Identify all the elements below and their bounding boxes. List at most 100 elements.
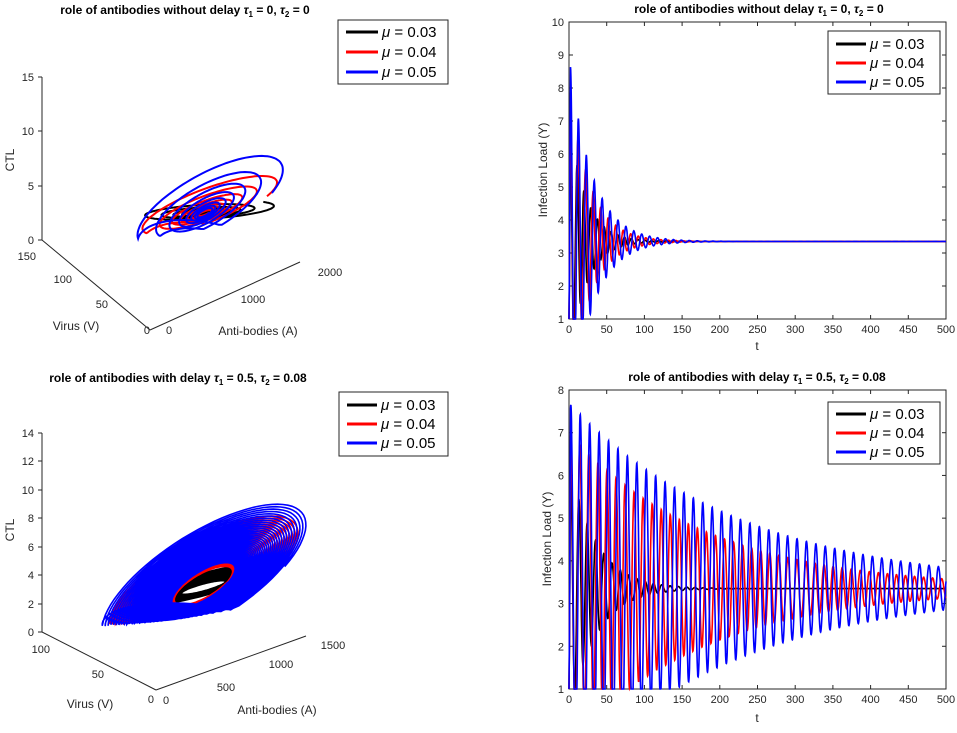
panel-a-xtick: 0 (166, 325, 172, 337)
panel-b-xlabel: t (755, 339, 759, 353)
x-tick-label: 100 (635, 324, 653, 336)
panel-d-title: role of antibodies with delay τ1 = 0.5, … (628, 370, 886, 386)
panel-d-ylabel: Infection Load (Y) (540, 492, 554, 587)
y-tick-label: 7 (558, 116, 564, 128)
x-tick-label: 400 (861, 694, 879, 706)
x-tick-label: 500 (937, 694, 955, 706)
panel-c-xtick: 1500 (321, 640, 345, 652)
panel-b: role of antibodies without delay τ1 = 0,… (536, 2, 955, 353)
panel-a-ytick: 100 (54, 274, 72, 286)
panel-a-legend: μ = 0.03 μ = 0.04 μ = 0.05 (337, 19, 449, 85)
panel-d: role of antibodies with delay τ1 = 0.5, … (540, 370, 955, 725)
panel-a-ztick: 15 (22, 72, 34, 84)
x-tick-label: 0 (566, 694, 572, 706)
y-tick-label: 3 (558, 248, 564, 260)
panel-c-xtick: 1000 (269, 659, 293, 671)
legend-label-mu-005: μ = 0.05 (380, 435, 436, 452)
panel-c-plot (101, 503, 307, 627)
panel-b-ticks: 0 50 100 150 200 250 300 350 400 450 500 1 2 3 4 5 6 7 8 9 1… (552, 17, 955, 336)
legend-label-mu-005: μ = 0.05 (381, 64, 437, 81)
legend-label-mu-004: μ = 0.04 (380, 416, 436, 433)
panel-c-xtick: 0 (163, 695, 169, 707)
panel-d-xlabel: t (755, 711, 759, 725)
x-tick-label: 0 (566, 324, 572, 336)
x-tick-label: 300 (786, 694, 804, 706)
y-tick-label: 5 (558, 182, 564, 194)
panel-a-ytick: 0 (144, 325, 150, 337)
panel-c-ytick: 0 (148, 694, 154, 706)
legend-label-mu-003: μ = 0.03 (381, 24, 437, 41)
panel-c-legend: μ = 0.03 μ = 0.04 μ = 0.05 (338, 391, 449, 457)
panel-d-legend: μ = 0.03 μ = 0.04 μ = 0.05 (827, 401, 941, 465)
panel-c-title: role of antibodies with delay τ1 = 0.5, … (49, 371, 307, 387)
x-tick-label: 150 (673, 324, 691, 336)
panel-a: role of antibodies without delay τ1 = 0,… (3, 3, 449, 338)
legend-label-mu-005: μ = 0.05 (869, 444, 925, 461)
panel-a-ytick: 50 (96, 299, 108, 311)
y-tick-label: 7 (558, 428, 564, 440)
panel-a-ytick: 150 (18, 251, 36, 263)
series-line-005 (568, 67, 946, 320)
panel-c-ylabel: Virus (V) (67, 697, 113, 711)
x-tick-label: 500 (937, 324, 955, 336)
legend-label-mu-005: μ = 0.05 (869, 74, 925, 91)
panel-c-ztick: 14 (22, 428, 34, 440)
x-tick-label: 200 (711, 324, 729, 336)
panel-a-ztick: 0 (28, 235, 34, 247)
panel-c-ztick: 0 (28, 627, 34, 639)
x-tick-label: 150 (673, 694, 691, 706)
y-tick-label: 1 (558, 314, 564, 326)
panel-c-axes (38, 432, 307, 691)
y-tick-label: 9 (558, 50, 564, 62)
panel-c-ztick: 2 (28, 599, 34, 611)
legend-label-mu-004: μ = 0.04 (381, 44, 437, 61)
panel-a-zlabel: CTL (3, 148, 17, 171)
panel-c-ztick: 10 (22, 485, 34, 497)
panel-a-ylabel: Virus (V) (53, 319, 99, 333)
panel-b-ylabel: Infection Load (Y) (536, 123, 550, 218)
legend-label-mu-003: μ = 0.03 (380, 397, 436, 414)
y-tick-label: 10 (552, 17, 564, 29)
panel-a-xtick: 1000 (241, 294, 265, 306)
x-tick-label: 450 (899, 324, 917, 336)
panel-c-ztick: 8 (28, 513, 34, 525)
y-tick-label: 4 (558, 556, 564, 568)
panel-c-xtick: 500 (217, 682, 235, 694)
panel-a-plot (136, 154, 284, 242)
panel-a-ztick: 5 (28, 181, 34, 193)
panel-d-plot (568, 404, 947, 692)
legend-label-mu-004: μ = 0.04 (869, 55, 925, 72)
series-line-004 (568, 434, 947, 692)
series-line-005 (568, 404, 947, 690)
series-line-004 (568, 92, 946, 320)
panel-c-ztick: 4 (28, 570, 34, 582)
panel-a-axes (38, 76, 301, 331)
x-tick-label: 250 (748, 694, 766, 706)
series-line-003 (568, 130, 946, 320)
y-tick-label: 6 (558, 470, 564, 482)
panel-c-ytick: 50 (92, 669, 104, 681)
x-tick-label: 400 (861, 324, 879, 336)
x-tick-label: 100 (635, 694, 653, 706)
panel-a-xlabel: Anti-bodies (A) (218, 324, 297, 338)
legend-label-mu-004: μ = 0.04 (869, 425, 925, 442)
x-tick-label: 350 (824, 324, 842, 336)
y-tick-label: 5 (558, 513, 564, 525)
panel-a-ztick: 10 (22, 126, 34, 138)
panel-b-title: role of antibodies without delay τ1 = 0,… (634, 2, 884, 18)
x-tick-label: 350 (824, 694, 842, 706)
y-tick-label: 1 (558, 684, 564, 696)
x-tick-label: 50 (601, 324, 613, 336)
panel-c-ztick: 12 (22, 456, 34, 468)
panel-c-xlabel: Anti-bodies (A) (237, 703, 316, 717)
x-tick-label: 50 (601, 694, 613, 706)
panel-b-plot (568, 67, 946, 320)
y-tick-label: 3 (558, 599, 564, 611)
x-tick-label: 250 (748, 324, 766, 336)
panel-a-title: role of antibodies without delay τ1 = 0,… (60, 3, 310, 19)
x-tick-label: 300 (786, 324, 804, 336)
x-tick-label: 200 (711, 694, 729, 706)
y-tick-label: 8 (558, 83, 564, 95)
panel-c-ytick: 100 (32, 644, 50, 656)
